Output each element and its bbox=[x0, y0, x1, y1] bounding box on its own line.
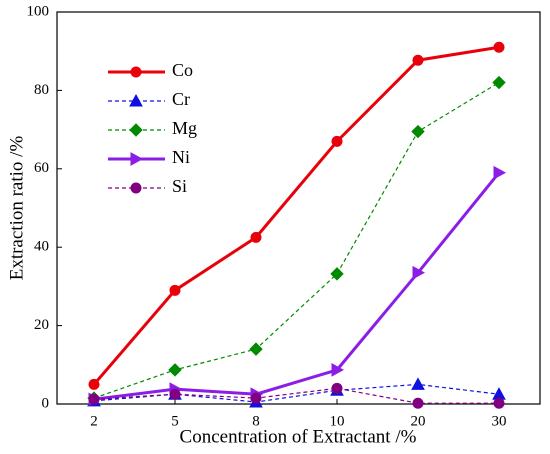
data-point bbox=[411, 124, 425, 139]
data-point bbox=[493, 41, 505, 53]
legend-label: Cr bbox=[172, 89, 190, 109]
legend-label: Co bbox=[172, 60, 193, 80]
legend-marker bbox=[130, 152, 144, 166]
data-point bbox=[493, 165, 507, 180]
legend-label: Ni bbox=[172, 147, 190, 167]
data-point bbox=[412, 397, 424, 409]
y-tick-label: 20 bbox=[34, 317, 49, 333]
data-point bbox=[412, 54, 424, 66]
x-tick-label: 8 bbox=[252, 413, 260, 429]
y-axis-title: Extraction ratio /% bbox=[6, 136, 27, 281]
legend-marker bbox=[129, 93, 143, 107]
data-point bbox=[492, 75, 506, 90]
y-tick-label: 60 bbox=[34, 160, 49, 176]
x-tick-label: 30 bbox=[492, 413, 507, 429]
legend-marker bbox=[130, 66, 142, 78]
series-line bbox=[93, 82, 500, 399]
y-tick-label: 40 bbox=[34, 239, 49, 255]
series-line bbox=[93, 383, 500, 403]
data-point bbox=[250, 392, 262, 404]
data-point bbox=[492, 387, 506, 400]
plot-frame bbox=[56, 11, 541, 405]
data-point bbox=[412, 265, 426, 280]
data-point bbox=[169, 284, 181, 296]
data-point bbox=[330, 267, 344, 281]
data-point bbox=[88, 393, 100, 405]
data-point bbox=[169, 388, 181, 400]
x-tick-label: 2 bbox=[90, 413, 98, 429]
data-point bbox=[250, 231, 262, 243]
y-tick-label: 0 bbox=[42, 395, 50, 411]
legend-label: Mg bbox=[172, 118, 197, 138]
x-axis-title: Concentration of Extractant /% bbox=[180, 426, 417, 447]
y-tick-label: 100 bbox=[27, 3, 50, 19]
series-line bbox=[93, 171, 501, 401]
x-tick-label: 20 bbox=[411, 413, 426, 429]
data-point bbox=[249, 342, 263, 356]
y-tick-label: 80 bbox=[34, 82, 49, 98]
data-point bbox=[88, 378, 100, 390]
legend-label: Si bbox=[172, 176, 187, 196]
data-point bbox=[411, 377, 425, 390]
data-point bbox=[331, 363, 345, 377]
x-tick-label: 5 bbox=[171, 413, 179, 429]
data-point bbox=[168, 363, 182, 377]
data-point bbox=[331, 382, 343, 394]
legend-marker bbox=[130, 182, 142, 194]
legend-marker bbox=[129, 123, 143, 137]
data-point bbox=[331, 135, 343, 147]
x-tick-label: 10 bbox=[330, 413, 345, 429]
data-point bbox=[493, 397, 505, 409]
series-line bbox=[92, 45, 500, 386]
series-line bbox=[93, 387, 499, 404]
